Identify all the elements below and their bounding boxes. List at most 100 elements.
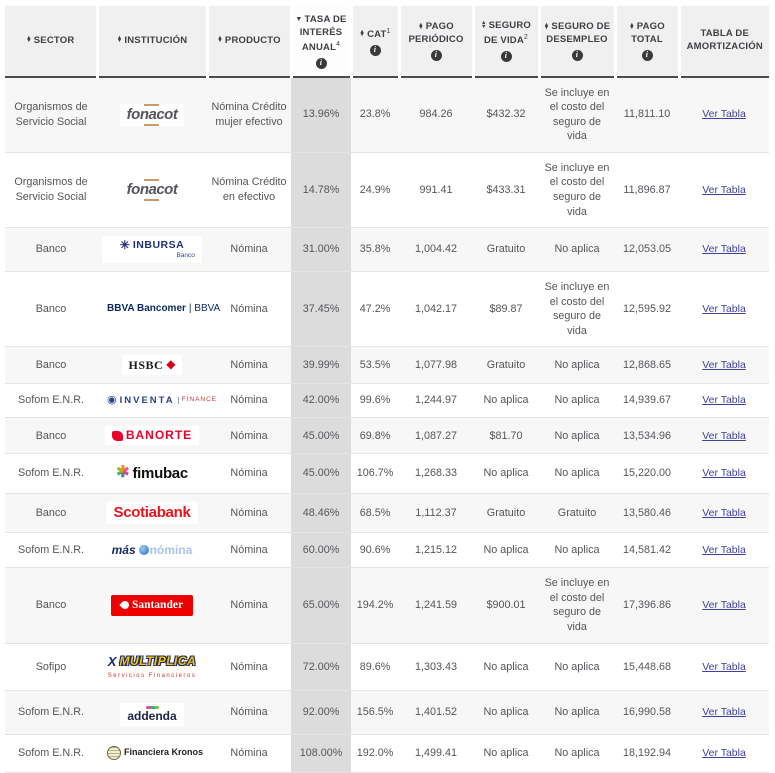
pago-total-cell: 14,581.42 — [615, 532, 679, 569]
pago-periodico-cell: 1,303.43 — [399, 643, 473, 692]
col-header-pago-total[interactable]: PAGO TOTAL — [613, 6, 679, 77]
producto-label: Nómina — [230, 467, 268, 480]
cat-value: 69.8% — [359, 429, 391, 442]
seguro-desempleo-cell: Se incluye en el costo del seguro de vid… — [539, 152, 615, 229]
producto-cell: Nómina — [207, 532, 291, 569]
cat-cell: 106.7% — [351, 453, 399, 495]
seguro-desempleo-value: No aplica — [554, 747, 600, 760]
seguro-desempleo-value: Se incluye en el costo del seguro de vid… — [544, 281, 610, 337]
col-header-pago-periodico[interactable]: PAGO PERIÓDICO — [397, 6, 473, 77]
col-header-sector[interactable]: SECTOR — [5, 6, 97, 77]
ver-tabla-link[interactable]: Ver Tabla — [702, 108, 746, 121]
table-row: Organismos de Servicio Social fonacot Nó… — [5, 75, 769, 153]
tasa-value: 60.00% — [302, 543, 340, 556]
info-icon[interactable] — [369, 44, 381, 56]
ver-tabla-link[interactable]: Ver Tabla — [702, 543, 746, 556]
seguro-desempleo-value: No aplica — [554, 394, 600, 407]
seguro-vida-value: No aplica — [483, 467, 529, 480]
tasa-cell: 13.96% — [291, 75, 351, 153]
sort-icon — [629, 24, 635, 31]
seguro-desempleo-cell: No aplica — [539, 417, 615, 455]
multiplica-runner-icon — [108, 655, 117, 669]
producto-label: Nómina — [230, 429, 268, 442]
pago-total-cell: 13,534.96 — [615, 417, 679, 455]
sector-cell: Sofom E.N.R. — [5, 453, 97, 495]
col-header-seguro-vida[interactable]: SEGURO DE VIDA2 — [471, 6, 539, 77]
col-header-tasa-interes-anual[interactable]: TASA DE INTERÉS ANUAL4 — [289, 6, 351, 77]
ver-tabla-link[interactable]: Ver Tabla — [702, 599, 746, 612]
info-icon[interactable] — [571, 50, 583, 62]
institution-logo-text: fonacot — [126, 103, 178, 126]
santander-flame-icon — [119, 599, 131, 612]
pago-total-value: 17,396.86 — [622, 599, 672, 612]
pago-total-value: 16,990.58 — [622, 706, 672, 719]
cat-cell: 89.6% — [351, 643, 399, 692]
pago-periodico-cell: 1,004.42 — [399, 227, 473, 273]
pago-total-cell: 18,192.94 — [615, 734, 679, 773]
ver-tabla-link[interactable]: Ver Tabla — [702, 506, 746, 519]
institution-cell: fimubac — [97, 453, 207, 495]
seguro-desempleo-value: No aplica — [554, 429, 600, 442]
pago-total-value: 12,868.65 — [622, 358, 672, 371]
ver-tabla-link[interactable]: Ver Tabla — [702, 358, 746, 371]
institution-logo-text: addenda — [127, 709, 177, 724]
info-icon[interactable] — [315, 57, 327, 69]
sector-label: Banco — [35, 599, 67, 612]
seguro-vida-cell: No aplica — [473, 383, 539, 419]
cat-value: 47.2% — [359, 303, 391, 316]
seguro-vida-value: No aplica — [483, 394, 529, 407]
pago-periodico-cell: 1,077.98 — [399, 346, 473, 384]
pago-periodico-value: 1,004.42 — [414, 243, 458, 256]
pago-periodico-value: 1,215.12 — [414, 543, 458, 556]
cat-cell: 156.5% — [351, 690, 399, 735]
ver-tabla-link[interactable]: Ver Tabla — [702, 467, 746, 480]
footnote-ref: 1 — [386, 27, 391, 35]
table-row: Banco HSBC Nómina 39.99% 53.5% 1,077.98 … — [5, 346, 769, 384]
loan-comparison-table: SECTOR INSTITUCIÓN PRODUCTO TASA DE INTE… — [5, 6, 769, 773]
institution-cell: Financiera Kronos — [97, 734, 211, 773]
ver-tabla-link[interactable]: Ver Tabla — [702, 243, 746, 256]
cat-value: 53.5% — [359, 358, 391, 371]
info-icon[interactable] — [430, 50, 442, 62]
ver-tabla-link[interactable]: Ver Tabla — [702, 706, 746, 719]
pago-periodico-cell: 1,087.27 — [399, 417, 473, 455]
ver-tabla-link[interactable]: Ver Tabla — [702, 394, 746, 407]
ver-tabla-link[interactable]: Ver Tabla — [702, 660, 746, 673]
sector-label: Sofom E.N.R. — [18, 543, 84, 556]
pago-periodico-cell: 1,499.41 — [399, 734, 473, 773]
producto-cell: Nómina — [207, 417, 291, 455]
cat-value: 106.7% — [356, 467, 394, 480]
pago-periodico-value: 1,241.59 — [414, 599, 458, 612]
sort-icon — [217, 37, 223, 44]
institution-logo: Santander — [110, 595, 194, 616]
cat-value: 23.8% — [359, 108, 391, 121]
pago-total-value: 14,581.42 — [622, 543, 672, 556]
col-header-institucion[interactable]: INSTITUCIÓN — [95, 6, 207, 77]
cat-cell: 69.8% — [351, 417, 399, 455]
pago-total-value: 11,896.87 — [623, 183, 671, 196]
pago-periodico-value: 984.26 — [419, 108, 453, 121]
info-icon[interactable] — [641, 50, 653, 62]
tasa-cell: 48.46% — [291, 493, 351, 533]
ver-tabla-link[interactable]: Ver Tabla — [702, 183, 746, 196]
cat-cell: 68.5% — [351, 493, 399, 533]
ver-tabla-link[interactable]: Ver Tabla — [702, 303, 746, 316]
producto-cell: Nómina — [207, 383, 291, 419]
tasa-cell: 37.45% — [291, 271, 351, 348]
pago-periodico-value: 1,112.37 — [415, 506, 457, 519]
info-icon[interactable] — [500, 51, 512, 63]
seguro-vida-value: No aplica — [483, 543, 529, 556]
footnote-ref: 2 — [523, 34, 529, 42]
producto-label: Nómina — [230, 243, 268, 256]
col-header-seguro-desempleo[interactable]: SEGURO DE DESEMPLEO — [537, 6, 615, 77]
institution-logo-text: BBVA Bancomer — [107, 303, 186, 315]
seguro-vida-cell: No aplica — [473, 643, 539, 692]
ver-tabla-link[interactable]: Ver Tabla — [702, 747, 746, 760]
col-header-producto[interactable]: PRODUCTO — [205, 6, 291, 77]
amortizacion-cell: Ver Tabla — [679, 453, 769, 495]
seguro-desempleo-value: No aplica — [554, 660, 600, 673]
ver-tabla-link[interactable]: Ver Tabla — [702, 429, 746, 442]
col-header-cat[interactable]: CAT1 — [349, 6, 399, 77]
table-row: Sofipo MULTIPLICA Servicios Financieros N… — [5, 643, 769, 692]
institution-logo: Financiera Kronos — [100, 742, 211, 763]
